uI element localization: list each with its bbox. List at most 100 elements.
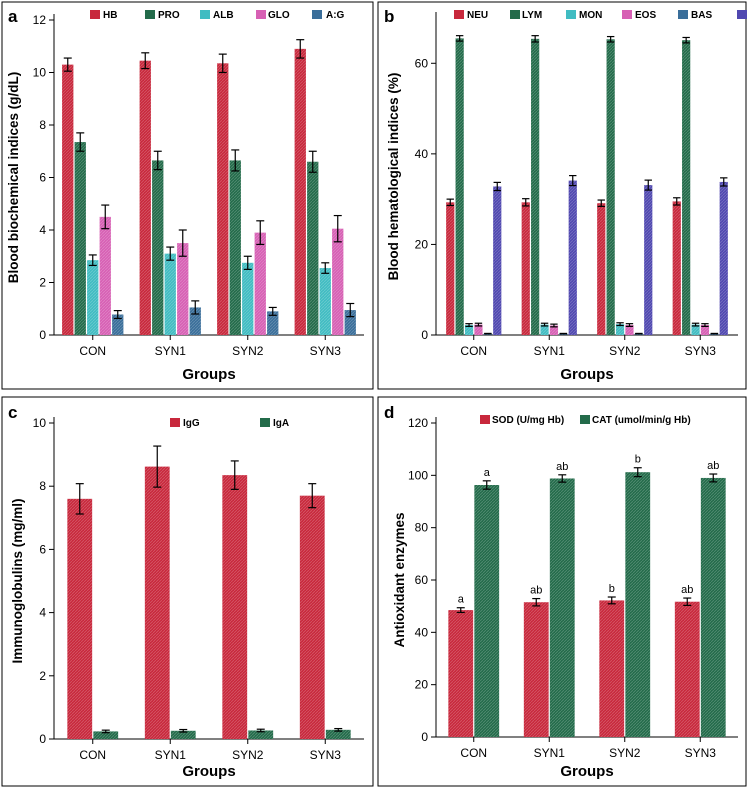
bar-hatch — [474, 485, 500, 737]
y-axis-title: Blood biochemical indices (g/dL) — [6, 72, 21, 284]
bar-hatch — [62, 64, 74, 335]
legend-label: BAS — [691, 10, 712, 21]
y-tick-label: 8 — [39, 479, 46, 493]
legend-label: GLO — [268, 10, 290, 21]
legend-label: EOS — [635, 10, 656, 21]
y-tick-label: 12 — [33, 13, 47, 27]
legend-swatch — [200, 10, 210, 19]
x-axis-title: Groups — [182, 763, 235, 780]
legend-swatch — [622, 10, 632, 19]
chart-panel-b: 0 20 40 60 CON SYN1 SYN2 SYN3 Groups Blood hemato… — [377, 1, 747, 390]
bar-hatch — [540, 324, 549, 335]
bar-hatch — [606, 39, 615, 335]
significance-label: a — [458, 594, 465, 606]
bar-hatch — [597, 203, 606, 335]
x-tick-label: SYN1 — [155, 748, 187, 762]
bar-hatch — [67, 498, 93, 739]
bar-hatch — [332, 228, 344, 335]
legend-swatch — [510, 10, 520, 19]
significance-label: ab — [681, 584, 693, 596]
legend-label: ALB — [213, 10, 234, 21]
legend-item: EOS — [622, 10, 656, 21]
bar-hatch — [242, 262, 254, 335]
legend-swatch — [145, 10, 155, 19]
bar-hatch — [139, 60, 151, 335]
y-tick-label: 4 — [39, 606, 46, 620]
x-tick-label: CON — [460, 344, 487, 358]
bar-hatch — [682, 40, 691, 335]
panel-letter: c — [8, 403, 17, 422]
legend-label: A:G — [326, 10, 345, 21]
y-tick-label: 40 — [415, 625, 429, 639]
bar-hatch — [248, 730, 274, 739]
legend-item: BAS — [678, 10, 712, 21]
y-tick-label: 0 — [421, 328, 428, 342]
x-tick-label: SYN1 — [155, 344, 187, 358]
x-tick-label: SYN3 — [685, 746, 717, 760]
legend-item: LYM — [510, 10, 542, 21]
x-tick-label: SYN2 — [609, 344, 641, 358]
y-tick-label: 20 — [415, 237, 429, 251]
y-tick-label: 2 — [39, 276, 46, 290]
x-tick-label: SYN3 — [310, 344, 342, 358]
y-tick-label: 10 — [33, 66, 47, 80]
x-tick-label: SYN2 — [609, 746, 641, 760]
y-tick-label: 10 — [33, 416, 47, 430]
panel-letter: b — [384, 7, 394, 26]
bar-hatch — [448, 610, 474, 737]
y-tick-label: 0 — [39, 328, 46, 342]
significance-label: ab — [707, 460, 719, 472]
bar-hatch — [170, 730, 196, 739]
x-tick-label: CON — [460, 746, 487, 760]
bar-hatch — [87, 260, 99, 335]
bar-hatch — [568, 180, 577, 335]
legend-item: PCV — [737, 10, 747, 19]
legend-item: NEU — [454, 10, 488, 21]
y-tick-label: 100 — [408, 468, 428, 482]
y-tick-label: 0 — [421, 730, 428, 744]
bar-hatch — [531, 38, 540, 336]
bar-hatch — [299, 495, 325, 739]
legend-label: PRO — [158, 10, 180, 21]
significance-label: ab — [530, 585, 542, 597]
legend-item: CAT (umol/min/g Hb) — [580, 415, 691, 426]
legend-item: MON — [566, 10, 602, 21]
legend-label: SOD (U/mg Hb) — [492, 415, 564, 426]
legend-swatch — [312, 10, 322, 19]
y-tick-label: 40 — [415, 147, 429, 161]
x-axis-title: Groups — [560, 366, 613, 383]
legend-label: HB — [103, 10, 117, 21]
y-tick-label: 20 — [415, 678, 429, 692]
y-tick-label: 120 — [408, 416, 428, 430]
bar-hatch — [267, 311, 279, 335]
bar-hatch — [474, 324, 483, 335]
legend-item: SOD (U/mg Hb) — [480, 415, 564, 426]
legend: IgG IgA — [170, 418, 289, 429]
bar-hatch — [446, 202, 455, 335]
legend-swatch — [454, 10, 464, 19]
legend-item: IgG — [170, 418, 200, 429]
y-tick-label: 0 — [39, 732, 46, 746]
y-tick-label: 2 — [39, 669, 46, 683]
legend-swatch — [580, 415, 590, 424]
bar-hatch — [112, 314, 124, 335]
legend: HB PRO ALB GLO A:G — [90, 10, 345, 21]
bar-hatch — [464, 325, 474, 335]
legend-item: IgA — [260, 418, 289, 429]
bar-hatch — [549, 325, 559, 335]
legend-label: LYM — [522, 10, 542, 21]
legend-item: GLO — [256, 10, 290, 21]
legend-item: ALB — [200, 10, 234, 21]
bar-hatch — [164, 253, 176, 335]
bar-hatch — [719, 181, 728, 335]
bar-hatch — [549, 478, 575, 737]
x-tick-label: SYN1 — [534, 344, 566, 358]
panel-frame — [1, 396, 374, 787]
y-tick-label: 6 — [39, 171, 46, 185]
bar-hatch — [625, 472, 651, 737]
legend-label: CAT (umol/min/g Hb) — [592, 415, 691, 426]
legend-label: NEU — [467, 10, 488, 21]
legend: NEU LYM MON EOS BAS PCV — [454, 10, 747, 21]
